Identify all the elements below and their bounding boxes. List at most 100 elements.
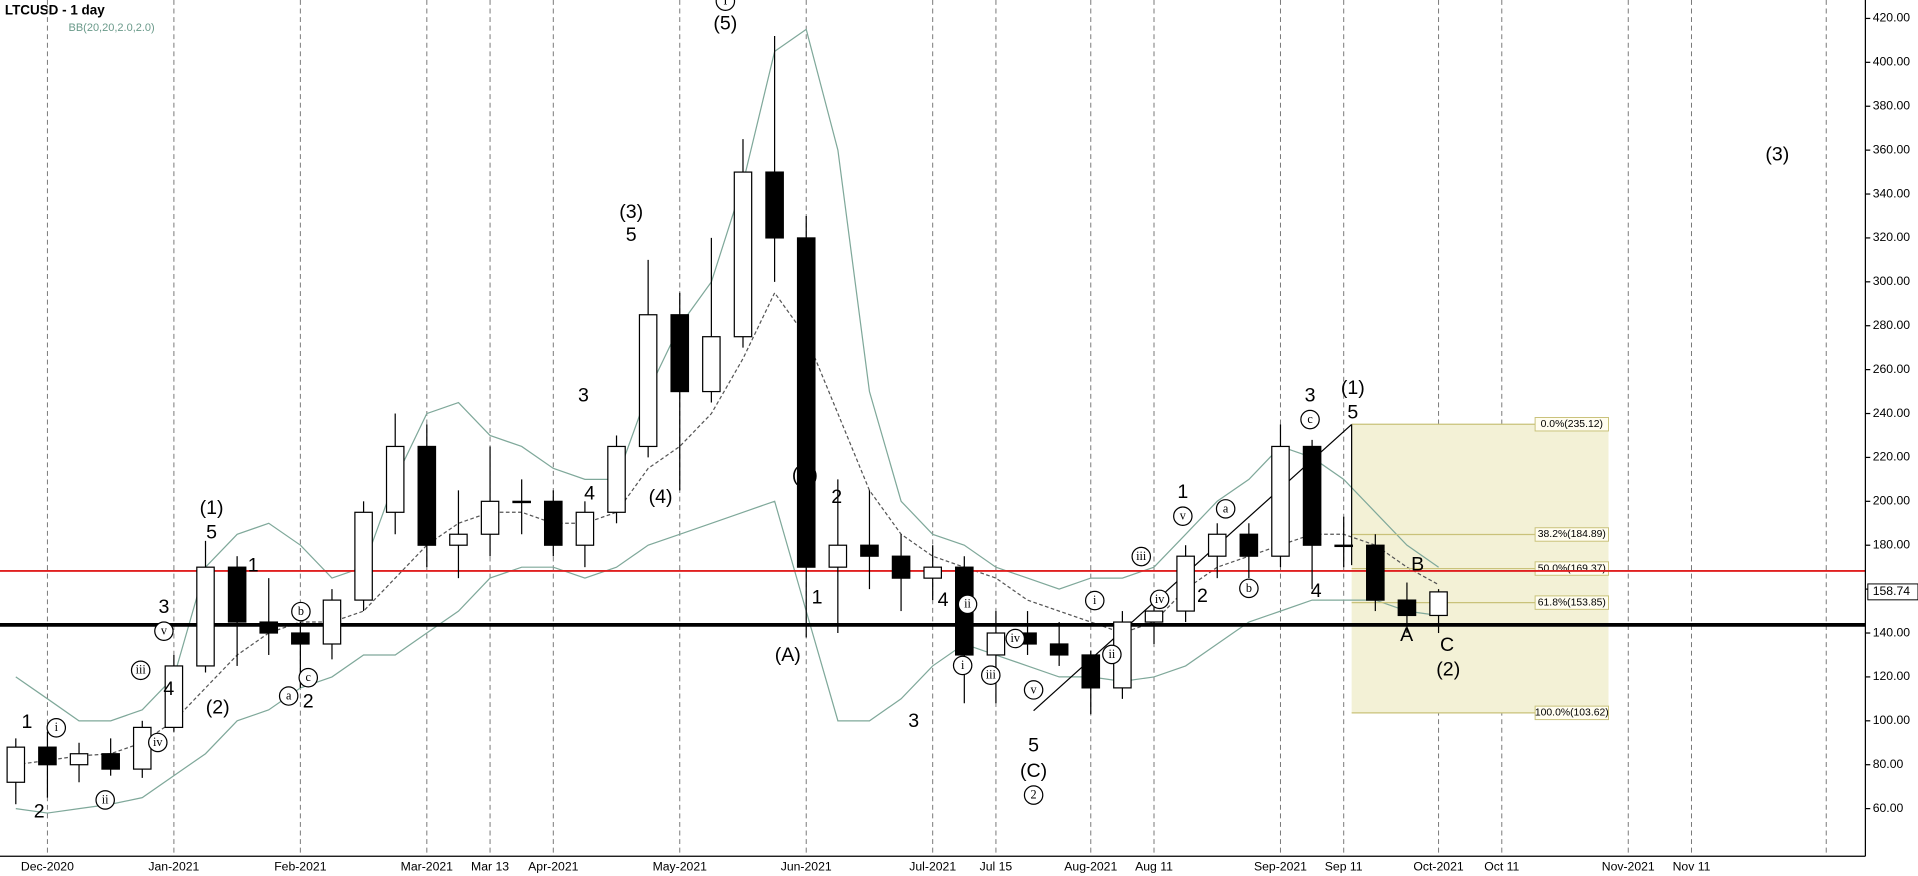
- x-tick-label: Aug 11: [1135, 859, 1173, 873]
- wave-label: a: [1223, 501, 1229, 515]
- wave-label: 4: [163, 678, 174, 700]
- candle-body: [1429, 591, 1448, 617]
- candle-body: [796, 237, 816, 568]
- candle-body: [354, 511, 373, 601]
- candle-body: [1239, 533, 1259, 557]
- wave-label: ii: [1108, 647, 1115, 661]
- candle-body: [196, 566, 215, 667]
- candle-body: [259, 621, 279, 634]
- wave-circle: [148, 732, 168, 753]
- candle-body: [1302, 445, 1322, 546]
- candle-body: [1176, 555, 1195, 612]
- candle-body: [543, 500, 563, 546]
- wave-label: 5: [206, 521, 217, 543]
- wave-circle: [1084, 590, 1105, 611]
- wave-label: 3: [158, 596, 169, 618]
- wave-label: iii: [986, 668, 997, 682]
- candle-body: [291, 632, 310, 645]
- x-tick-label: Sep 11: [1325, 859, 1363, 873]
- candle-body: [986, 632, 1006, 656]
- y-tick-label: 420.00: [1873, 11, 1911, 25]
- candle-body: [1049, 643, 1069, 656]
- y-tick-label: 200.00: [1873, 494, 1911, 508]
- candle-body: [6, 746, 26, 783]
- y-tick-label: 360.00: [1873, 142, 1911, 156]
- band-line: [15, 28, 1439, 722]
- fib-label: 38.2%(184.89): [1538, 529, 1606, 540]
- wave-circle: [1149, 589, 1170, 610]
- wave-label: iv: [153, 735, 163, 749]
- x-tick-label: Oct 11: [1484, 859, 1519, 873]
- x-tick-label: Jun-2021: [781, 859, 832, 873]
- wave-label: (2): [1436, 658, 1460, 680]
- x-tick-label: Nov-2021: [1602, 859, 1655, 873]
- candle-body: [385, 445, 405, 513]
- y-tick-label: 80.00: [1873, 757, 1904, 771]
- wave-label: 1: [1177, 481, 1188, 503]
- wave-circle: [130, 660, 151, 681]
- y-tick-label: 180.00: [1873, 537, 1911, 551]
- y-tick-label: 400.00: [1873, 55, 1911, 69]
- candle-body: [575, 511, 595, 546]
- wave-label: b: [1246, 581, 1252, 595]
- candle-body: [1271, 445, 1290, 557]
- wave-label: 2: [831, 486, 842, 508]
- candle-body: [765, 171, 784, 239]
- wave-label: ii: [102, 792, 109, 806]
- candle-body: [480, 500, 500, 535]
- x-tick-label: Mar-2021: [401, 859, 453, 873]
- y-tick-label: 220.00: [1873, 450, 1911, 464]
- candle-body: [1207, 533, 1227, 557]
- wave-label: 5: [626, 224, 637, 246]
- wave-label: i: [961, 658, 965, 672]
- y-tick-label: 100.00: [1873, 713, 1911, 727]
- x-tick-label: Jul-2021: [909, 859, 956, 873]
- wave-label: v: [1031, 682, 1038, 696]
- wave-label: B: [1411, 553, 1424, 575]
- x-tick-label: Dec-2020: [21, 859, 74, 873]
- candle-body: [670, 314, 690, 393]
- wave-circle: [1023, 680, 1044, 700]
- candle-body: [860, 544, 879, 557]
- x-tick-label: Jul 15: [980, 859, 1013, 873]
- wave-label: I: [723, 0, 727, 8]
- y-tick-label: 120.00: [1873, 669, 1911, 683]
- wave-label: A: [1400, 624, 1414, 646]
- candle-body: [132, 726, 152, 770]
- candle-body: [417, 445, 437, 546]
- candle-body: [101, 753, 120, 770]
- candle-body: [38, 746, 57, 766]
- wave-label: i: [1093, 593, 1097, 607]
- candle-body: [69, 753, 89, 766]
- candle-body: [1081, 654, 1101, 689]
- x-tick-label: Nov 11: [1673, 859, 1711, 873]
- fib-label: 100.0%(103.62): [1535, 708, 1609, 719]
- wave-label: (C): [1020, 760, 1047, 782]
- wave-label: (5): [713, 13, 737, 35]
- wave-label: 1: [812, 586, 823, 608]
- wave-label: 3: [1305, 384, 1316, 406]
- wave-circle: [715, 0, 736, 12]
- wave-circle: [1300, 409, 1320, 430]
- wave-label: 1: [248, 555, 259, 577]
- wave-label: (1): [200, 497, 224, 519]
- wave-circle: [154, 621, 174, 641]
- wave-circle: [298, 667, 319, 688]
- fib-label-box: [1534, 705, 1609, 721]
- wave-circle: [957, 594, 978, 615]
- wave-label: 3: [578, 384, 589, 406]
- y-tick-label: 320.00: [1873, 230, 1911, 244]
- wave-label: c: [1307, 412, 1313, 426]
- y-tick-label: 340.00: [1873, 186, 1911, 200]
- wave-label: iii: [136, 663, 147, 677]
- candle-body: [923, 566, 942, 579]
- fib-label-box: [1534, 561, 1609, 576]
- wave-label: iv: [1010, 631, 1020, 645]
- candle-body: [164, 665, 184, 729]
- wave-label: a: [286, 688, 292, 702]
- y-tick-label: 380.00: [1873, 98, 1911, 112]
- candle-body: [227, 566, 247, 623]
